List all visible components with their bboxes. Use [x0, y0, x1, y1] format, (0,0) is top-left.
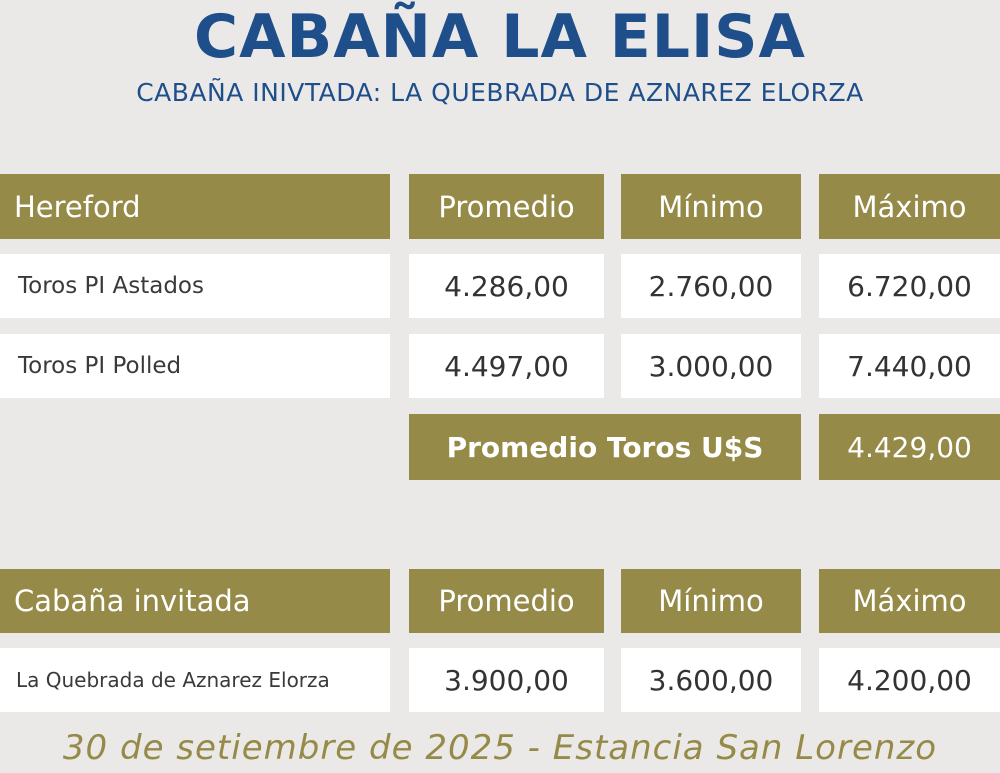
- page-title: CABAÑA LA ELISA: [194, 2, 806, 72]
- table1-row2-label: Toros PI Polled: [0, 334, 390, 398]
- table1-row2-promedio: 4.497,00: [409, 334, 604, 398]
- table1-total-value: 4.429,00: [819, 414, 1000, 480]
- table2-header-category: Cabaña invitada: [0, 569, 390, 633]
- table2-row1-minimo: 3.600,00: [621, 648, 801, 712]
- table2-header-maximo: Máximo: [819, 569, 1000, 633]
- table2-row1-maximo: 4.200,00: [819, 648, 1000, 712]
- table1-header-promedio: Promedio: [409, 174, 604, 239]
- table1-row1-label: Toros PI Astados: [0, 254, 390, 318]
- table1-header-maximo: Máximo: [819, 174, 1000, 239]
- table1-header-minimo: Mínimo: [621, 174, 801, 239]
- table1-row1-maximo: 6.720,00: [819, 254, 1000, 318]
- table2-header-minimo: Mínimo: [621, 569, 801, 633]
- table1-row2-maximo: 7.440,00: [819, 334, 1000, 398]
- table2-row1-label: La Quebrada de Aznarez Elorza: [0, 648, 390, 712]
- table2-header-promedio: Promedio: [409, 569, 604, 633]
- table1-total-label: Promedio Toros U$S: [409, 414, 801, 480]
- page-subtitle: CABAÑA INIVTADA: LA QUEBRADA DE AZNAREZ …: [136, 78, 864, 107]
- table1-row1-minimo: 2.760,00: [621, 254, 801, 318]
- table1-header-category: Hereford: [0, 174, 390, 239]
- table1-row1-promedio: 4.286,00: [409, 254, 604, 318]
- footer-date-location: 30 de setiembre de 2025 - Estancia San L…: [62, 728, 938, 768]
- table1-row2-minimo: 3.000,00: [621, 334, 801, 398]
- table2-row1-promedio: 3.900,00: [409, 648, 604, 712]
